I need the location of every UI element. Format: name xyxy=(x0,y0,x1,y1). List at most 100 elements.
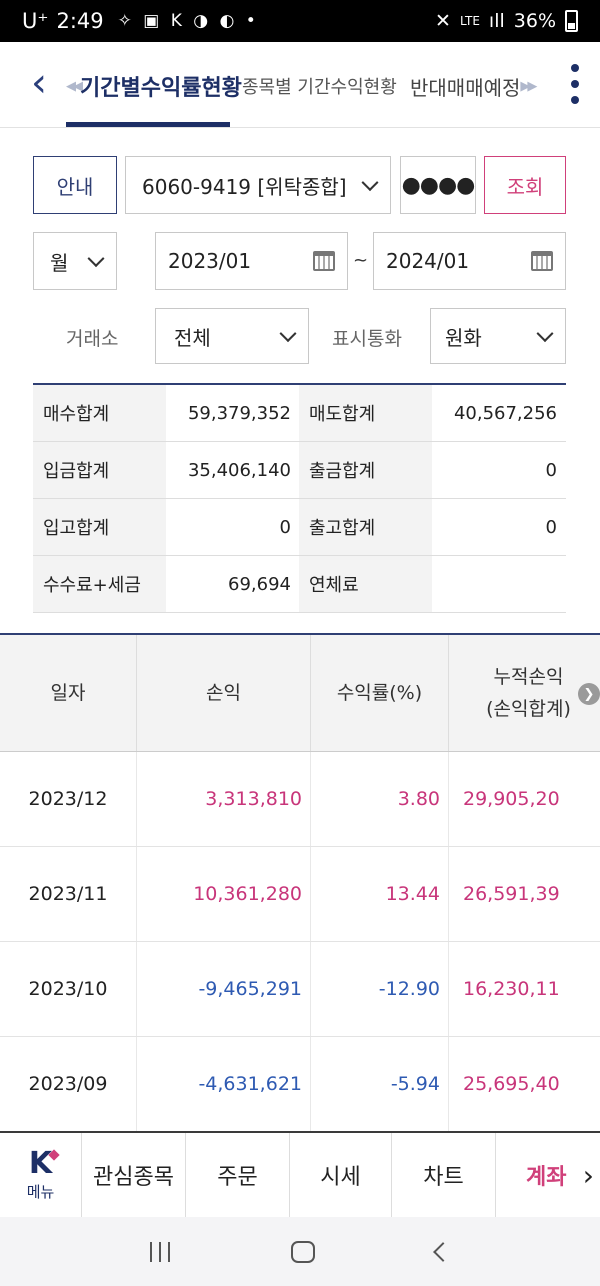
cell-cumulative: 25,695,40 xyxy=(449,1037,600,1131)
status-left: U⁺ 2:49 ✧ ▣ K ◑ ◐ • xyxy=(22,9,259,33)
cell-date: 2023/09 xyxy=(0,1037,137,1131)
scroll-left-icon: ◀◀ xyxy=(66,78,83,94)
column-header-date: 일자 xyxy=(0,635,137,751)
summary-row: 매수합계 59,379,352 매도합계 40,567,256 xyxy=(33,385,566,442)
dot-icon xyxy=(571,80,579,88)
table-header: 일자 손익 수익률(%) 누적손익 (손익합계) xyxy=(0,635,600,752)
header-line: 누적손익 xyxy=(493,666,564,688)
summary-value: 0 xyxy=(545,516,557,538)
summary-label: 출고합계 xyxy=(299,499,432,555)
summary-value: 0 xyxy=(279,516,291,538)
more-options-button[interactable] xyxy=(566,64,584,104)
header-line: (손익합계) xyxy=(486,698,571,720)
table-row[interactable]: 2023/09 -4,631,621 -5.94 25,695,40 xyxy=(0,1037,600,1131)
signal-icon: ıll xyxy=(488,10,505,32)
bottom-nav-account[interactable]: 계좌 xyxy=(526,1165,567,1190)
date-separator: ~ xyxy=(353,250,369,271)
summary-label: 입금합계 xyxy=(33,442,166,498)
summary-value: 40,567,256 xyxy=(453,402,557,424)
bar-icon xyxy=(168,1241,171,1262)
date-from-field[interactable]: 2023/01 xyxy=(155,232,348,290)
scroll-columns-right-button[interactable]: ❯ xyxy=(578,683,600,705)
battery-icon xyxy=(565,10,578,32)
period-return-table[interactable]: 일자 손익 수익률(%) 누적손익 (손익합계) 2023/12 3,313,8… xyxy=(0,633,600,1131)
summary-row: 입고합계 0 출고합계 0 xyxy=(33,499,566,556)
cell-rate: 13.44 xyxy=(311,847,449,941)
clock: 2:49 xyxy=(56,9,104,33)
query-button[interactable]: 조회 xyxy=(484,156,566,214)
summary-value: 35,406,140 xyxy=(187,459,291,481)
tab-label: 종목별 기간수익현황 xyxy=(242,77,397,98)
kiwoom-logo-icon: K xyxy=(28,1145,53,1181)
calendar-icon[interactable] xyxy=(313,251,335,271)
summary-table: 매수합계 59,379,352 매도합계 40,567,256 입금합계 35,… xyxy=(33,383,566,613)
tab-forced-sale[interactable]: 반대매매예정 ▶▶ xyxy=(410,68,537,104)
lte-label: LTE xyxy=(459,14,480,28)
home-button[interactable] xyxy=(290,1240,315,1263)
status-right: ✕ LTE ıll 36% xyxy=(435,10,578,32)
cell-pnl: -4,631,621 xyxy=(137,1037,311,1131)
dot-icon xyxy=(571,96,579,104)
battery-percent: 36% xyxy=(513,10,556,32)
system-back-button[interactable] xyxy=(432,1241,453,1262)
mute-icon: ✕ xyxy=(435,10,451,32)
menu-label: 메뉴 xyxy=(26,1182,55,1201)
summary-label: 매수합계 xyxy=(33,385,166,441)
account-select[interactable]: 6060-9419 [위탁종합] xyxy=(125,156,391,214)
bottom-nav-chart[interactable]: 차트 xyxy=(392,1133,496,1217)
exchange-select[interactable]: 전체 xyxy=(155,308,309,364)
chevron-down-icon xyxy=(279,325,297,343)
system-navigation-bar xyxy=(0,1217,600,1286)
chevron-right-icon[interactable]: › xyxy=(582,1159,594,1192)
tab-stock-period-return[interactable]: 종목별 기간수익현황 xyxy=(242,68,397,104)
cell-date: 2023/12 xyxy=(0,752,137,846)
tab-period-return[interactable]: ◀◀ 기간별수익률현황 xyxy=(66,68,242,104)
tab-label: 반대매매예정 xyxy=(410,75,521,100)
recent-apps-button[interactable] xyxy=(150,1241,171,1262)
summary-value: 0 xyxy=(545,459,557,481)
carrier-label: U⁺ xyxy=(22,9,49,33)
guide-button[interactable]: 안내 xyxy=(33,156,117,214)
bottom-nav-quote[interactable]: 시세 xyxy=(290,1133,392,1217)
summary-label: 연체료 xyxy=(299,556,432,612)
cell-rate: -5.94 xyxy=(311,1037,449,1131)
date-from-value: 2023/01 xyxy=(168,249,252,273)
app-header: ‹ ◀◀ 기간별수익률현황 종목별 기간수익현황 반대매매예정 ▶▶ xyxy=(0,42,600,128)
period-select[interactable]: 월 xyxy=(33,232,117,290)
table-row[interactable]: 2023/10 -9,465,291 -12.90 16,230,11 xyxy=(0,942,600,1037)
account-value: 6060-9419 [위탁종합] xyxy=(142,174,347,199)
summary-row: 입금합계 35,406,140 출금합계 0 xyxy=(33,442,566,499)
scroll-right-icon: ▶▶ xyxy=(520,78,537,94)
bottom-nav-watchlist[interactable]: 관심종목 xyxy=(82,1133,186,1217)
column-header-rate: 수익률(%) xyxy=(311,635,449,751)
exchange-label: 거래소 xyxy=(66,328,119,350)
cell-cumulative: 29,905,20 xyxy=(449,752,600,846)
table-row[interactable]: 2023/12 3,313,810 3.80 29,905,20 xyxy=(0,752,600,847)
chevron-left-icon: ‹ xyxy=(31,60,47,106)
tab-label: 기간별수익률현황 xyxy=(80,76,242,101)
cell-rate: 3.80 xyxy=(311,752,449,846)
bottom-nav-menu[interactable]: K 메뉴 xyxy=(0,1133,82,1217)
bar-icon xyxy=(150,1241,153,1262)
table-row[interactable]: 2023/11 10,361,280 13.44 26,591,39 xyxy=(0,847,600,942)
chevron-right-icon: ❯ xyxy=(583,686,595,702)
currency-value: 원화 xyxy=(445,325,482,350)
bottom-nav: K 메뉴 관심종목 주문 시세 차트 계좌 › xyxy=(0,1131,600,1217)
calendar-icon[interactable] xyxy=(531,251,553,271)
cell-cumulative: 26,591,39 xyxy=(449,847,600,941)
date-to-field[interactable]: 2024/01 xyxy=(373,232,566,290)
cell-date: 2023/11 xyxy=(0,847,137,941)
cell-pnl: 3,313,810 xyxy=(137,752,311,846)
summary-value xyxy=(432,556,565,612)
bottom-nav-order[interactable]: 주문 xyxy=(186,1133,290,1217)
currency-select[interactable]: 원화 xyxy=(430,308,566,364)
column-header-cumulative: 누적손익 (손익합계) xyxy=(449,635,600,751)
period-value: 월 xyxy=(50,250,69,275)
password-field[interactable]: ●●●● xyxy=(400,156,476,214)
summary-label: 매도합계 xyxy=(299,385,432,441)
exchange-value: 전체 xyxy=(174,325,211,350)
cell-pnl: -9,465,291 xyxy=(137,942,311,1036)
chevron-down-icon xyxy=(87,250,105,268)
back-button[interactable]: ‹ xyxy=(24,60,54,106)
